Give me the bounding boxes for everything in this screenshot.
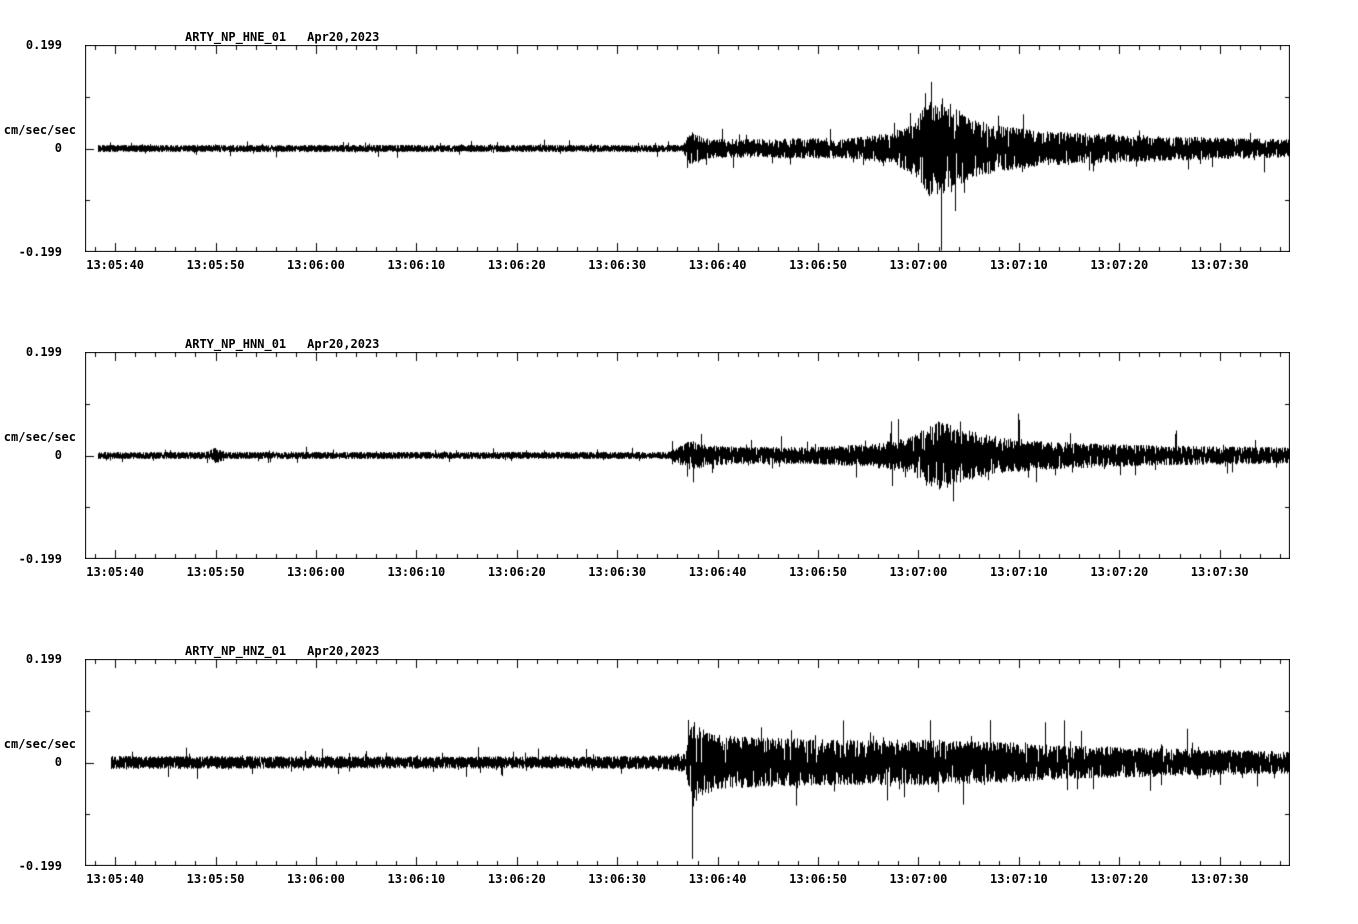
x-tick-label: 13:07:10 — [989, 565, 1048, 579]
x-tick-label: 13:05:40 — [86, 872, 145, 886]
x-tick-label: 13:07:30 — [1190, 258, 1249, 272]
y-axis-zero-label: 0 — [54, 141, 62, 155]
date-label: Apr20,2023 — [307, 337, 380, 351]
x-tick-label: 13:07:30 — [1190, 565, 1249, 579]
x-tick-label: 13:07:20 — [1090, 258, 1149, 272]
x-tick-label: 13:06:20 — [487, 565, 546, 579]
x-tick-label: 13:05:40 — [86, 565, 145, 579]
x-tick-label: 13:07:20 — [1090, 872, 1149, 886]
x-tick-label: 13:07:10 — [989, 258, 1048, 272]
x-tick-label: 13:06:30 — [588, 565, 647, 579]
plot-frame — [85, 352, 1290, 559]
x-tick-label: 13:06:20 — [487, 872, 546, 886]
y-axis-max-label: 0.199 — [25, 345, 62, 359]
x-tick-label: 13:06:20 — [487, 258, 546, 272]
date-label: Apr20,2023 — [307, 30, 380, 44]
y-axis-zero-label: 0 — [54, 755, 62, 769]
x-tick-label: 13:07:30 — [1190, 872, 1249, 886]
waveform-canvas-hne — [85, 45, 1290, 252]
waveform-canvas-hnz — [85, 659, 1290, 866]
x-tick-label: 13:06:10 — [387, 258, 446, 272]
seismogram-panel-hne: ARTY_NP_HNE_01 Apr20,2023 0.199 cm/sec/se… — [0, 0, 1358, 307]
y-axis-max-label: 0.199 — [25, 652, 62, 666]
x-tick-label: 13:06:30 — [588, 872, 647, 886]
x-tick-label: 13:06:00 — [287, 565, 345, 579]
waveform-canvas-hnn — [85, 352, 1290, 559]
y-axis-min-label: -0.199 — [18, 859, 62, 873]
x-tick-label: 13:06:50 — [789, 872, 847, 886]
x-tick-label: 13:06:30 — [588, 258, 647, 272]
x-tick-label: 13:07:20 — [1090, 565, 1149, 579]
y-axis-min-label: -0.199 — [18, 245, 62, 259]
x-tick-label: 13:06:10 — [387, 872, 446, 886]
station-channel-label: ARTY_NP_HNZ_01 — [185, 644, 287, 658]
y-axis-units-label: cm/sec/sec — [3, 737, 76, 751]
x-tick-label: 13:07:00 — [889, 872, 948, 886]
y-axis-min-label: -0.199 — [18, 552, 62, 566]
plot-frame — [85, 659, 1290, 866]
x-tick-label: 13:07:00 — [889, 258, 948, 272]
x-tick-label: 13:06:50 — [789, 258, 847, 272]
station-channel-label: ARTY_NP_HNE_01 — [185, 30, 287, 44]
x-tick-label: 13:05:50 — [186, 258, 245, 272]
x-tick-label: 13:06:40 — [688, 258, 747, 272]
x-tick-label: 13:06:00 — [287, 258, 345, 272]
seismogram-panel-hnz: ARTY_NP_HNZ_01 Apr20,2023 0.199 cm/sec/se… — [0, 614, 1358, 921]
y-axis-zero-label: 0 — [54, 448, 62, 462]
x-tick-label: 13:05:50 — [186, 565, 245, 579]
y-axis-units-label: cm/sec/sec — [3, 123, 76, 137]
x-tick-label: 13:05:40 — [86, 258, 145, 272]
x-tick-label: 13:07:10 — [989, 872, 1048, 886]
x-tick-label: 13:05:50 — [186, 872, 245, 886]
trace-title: ARTY_NP_HNZ_01 Apr20,2023 — [185, 644, 379, 658]
trace-title: ARTY_NP_HNN_01 Apr20,2023 — [185, 337, 379, 351]
x-tick-label: 13:06:50 — [789, 565, 847, 579]
x-tick-label: 13:06:40 — [688, 872, 747, 886]
x-tick-label: 13:06:00 — [287, 872, 345, 886]
station-channel-label: ARTY_NP_HNN_01 — [185, 337, 287, 351]
x-tick-label: 13:06:40 — [688, 565, 747, 579]
date-label: Apr20,2023 — [307, 644, 380, 658]
seismogram-panel-hnn: ARTY_NP_HNN_01 Apr20,2023 0.199 cm/sec/se… — [0, 307, 1358, 614]
trace-title: ARTY_NP_HNE_01 Apr20,2023 — [185, 30, 379, 44]
plot-frame — [85, 45, 1290, 252]
x-tick-label: 13:07:00 — [889, 565, 948, 579]
y-axis-max-label: 0.199 — [25, 38, 62, 52]
x-tick-label: 13:06:10 — [387, 565, 446, 579]
y-axis-units-label: cm/sec/sec — [3, 430, 76, 444]
